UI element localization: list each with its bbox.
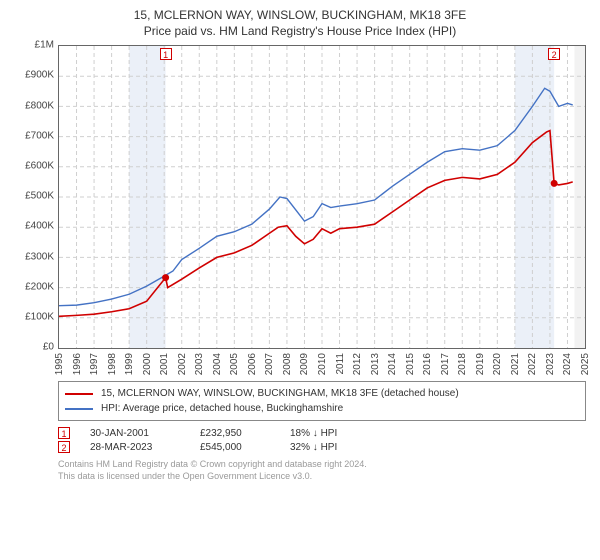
sale-point-dot [551, 180, 558, 187]
y-tick-label: £200K [25, 281, 54, 292]
x-axis: 1995199619971998199920002001200220032004… [58, 349, 586, 375]
x-tick-label: 1999 [124, 353, 135, 375]
y-tick-label: £100K [25, 311, 54, 322]
x-tick-label: 2002 [177, 353, 188, 375]
x-tick-label: 2009 [299, 353, 310, 375]
title-address: 15, MCLERNON WAY, WINSLOW, BUCKINGHAM, M… [14, 8, 586, 24]
x-tick-label: 1995 [54, 353, 65, 375]
footer-attribution: Contains HM Land Registry data © Crown c… [58, 459, 586, 482]
y-tick-label: £500K [25, 191, 54, 202]
chart-area: £0 £100K £200K £300K £400K £500K £600K £700K £80… [14, 45, 586, 375]
y-tick-label: £800K [25, 100, 54, 111]
sale-marker: 1 [160, 48, 172, 60]
chart-titles: 15, MCLERNON WAY, WINSLOW, BUCKINGHAM, M… [14, 8, 586, 39]
transaction-row: 1 30-JAN-2001 £232,950 18% ↓ HPI [58, 427, 586, 439]
x-tick-label: 2006 [247, 353, 258, 375]
x-tick-label: 1998 [107, 353, 118, 375]
x-tick-label: 2005 [229, 353, 240, 375]
sale-marker: 2 [548, 48, 560, 60]
x-tick-label: 2004 [212, 353, 223, 375]
y-tick-label: £400K [25, 221, 54, 232]
x-tick-label: 2021 [510, 353, 521, 375]
y-tick-label: £0 [43, 342, 54, 353]
footer-line: Contains HM Land Registry data © Crown c… [58, 459, 586, 471]
x-tick-label: 2017 [440, 353, 451, 375]
x-tick-label: 2016 [422, 353, 433, 375]
x-tick-label: 1996 [72, 353, 83, 375]
x-tick-label: 2013 [370, 353, 381, 375]
x-tick-label: 1997 [89, 353, 100, 375]
x-tick-label: 2015 [405, 353, 416, 375]
x-tick-label: 2020 [492, 353, 503, 375]
x-tick-label: 2022 [527, 353, 538, 375]
transactions-table: 1 30-JAN-2001 £232,950 18% ↓ HPI 2 28-MA… [58, 427, 586, 455]
x-tick-label: 2023 [545, 353, 556, 375]
x-tick-label: 2025 [580, 353, 591, 375]
transaction-date: 28-MAR-2023 [90, 442, 180, 453]
sale-point-dot [162, 274, 169, 281]
x-tick-label: 2014 [387, 353, 398, 375]
x-tick-label: 2007 [264, 353, 275, 375]
transaction-date: 30-JAN-2001 [90, 428, 180, 439]
y-tick-label: £600K [25, 160, 54, 171]
transaction-delta: 32% ↓ HPI [290, 442, 370, 453]
x-tick-label: 2012 [352, 353, 363, 375]
y-axis: £0 £100K £200K £300K £400K £500K £600K £700K £80… [14, 45, 56, 375]
x-tick-label: 2003 [194, 353, 205, 375]
legend-swatch [65, 408, 93, 410]
legend-box: 15, MCLERNON WAY, WINSLOW, BUCKINGHAM, M… [58, 381, 586, 421]
title-subtitle: Price paid vs. HM Land Registry's House … [14, 24, 586, 40]
x-tick-label: 2010 [317, 353, 328, 375]
transaction-marker: 1 [58, 427, 70, 439]
x-tick-label: 2018 [457, 353, 468, 375]
legend-row: HPI: Average price, detached house, Buck… [65, 401, 579, 416]
overlay-svg [59, 46, 585, 348]
legend-row: 15, MCLERNON WAY, WINSLOW, BUCKINGHAM, M… [65, 386, 579, 401]
y-tick-label: £300K [25, 251, 54, 262]
x-tick-label: 2011 [335, 353, 346, 375]
y-tick-label: £700K [25, 130, 54, 141]
footer-line: This data is licensed under the Open Gov… [58, 471, 586, 483]
legend-swatch [65, 393, 93, 395]
transaction-row: 2 28-MAR-2023 £545,000 32% ↓ HPI [58, 441, 586, 453]
transaction-price: £545,000 [200, 442, 270, 453]
transaction-delta: 18% ↓ HPI [290, 428, 370, 439]
y-tick-label: £900K [25, 70, 54, 81]
legend-label: 15, MCLERNON WAY, WINSLOW, BUCKINGHAM, M… [101, 386, 459, 401]
x-tick-label: 2000 [142, 353, 153, 375]
x-tick-label: 2019 [475, 353, 486, 375]
x-tick-label: 2024 [562, 353, 573, 375]
x-tick-label: 2001 [159, 353, 170, 375]
y-tick-label: £1M [35, 40, 54, 51]
transaction-price: £232,950 [200, 428, 270, 439]
plot-region: 12 [58, 45, 586, 349]
transaction-marker: 2 [58, 441, 70, 453]
legend-label: HPI: Average price, detached house, Buck… [101, 401, 343, 416]
x-tick-label: 2008 [282, 353, 293, 375]
